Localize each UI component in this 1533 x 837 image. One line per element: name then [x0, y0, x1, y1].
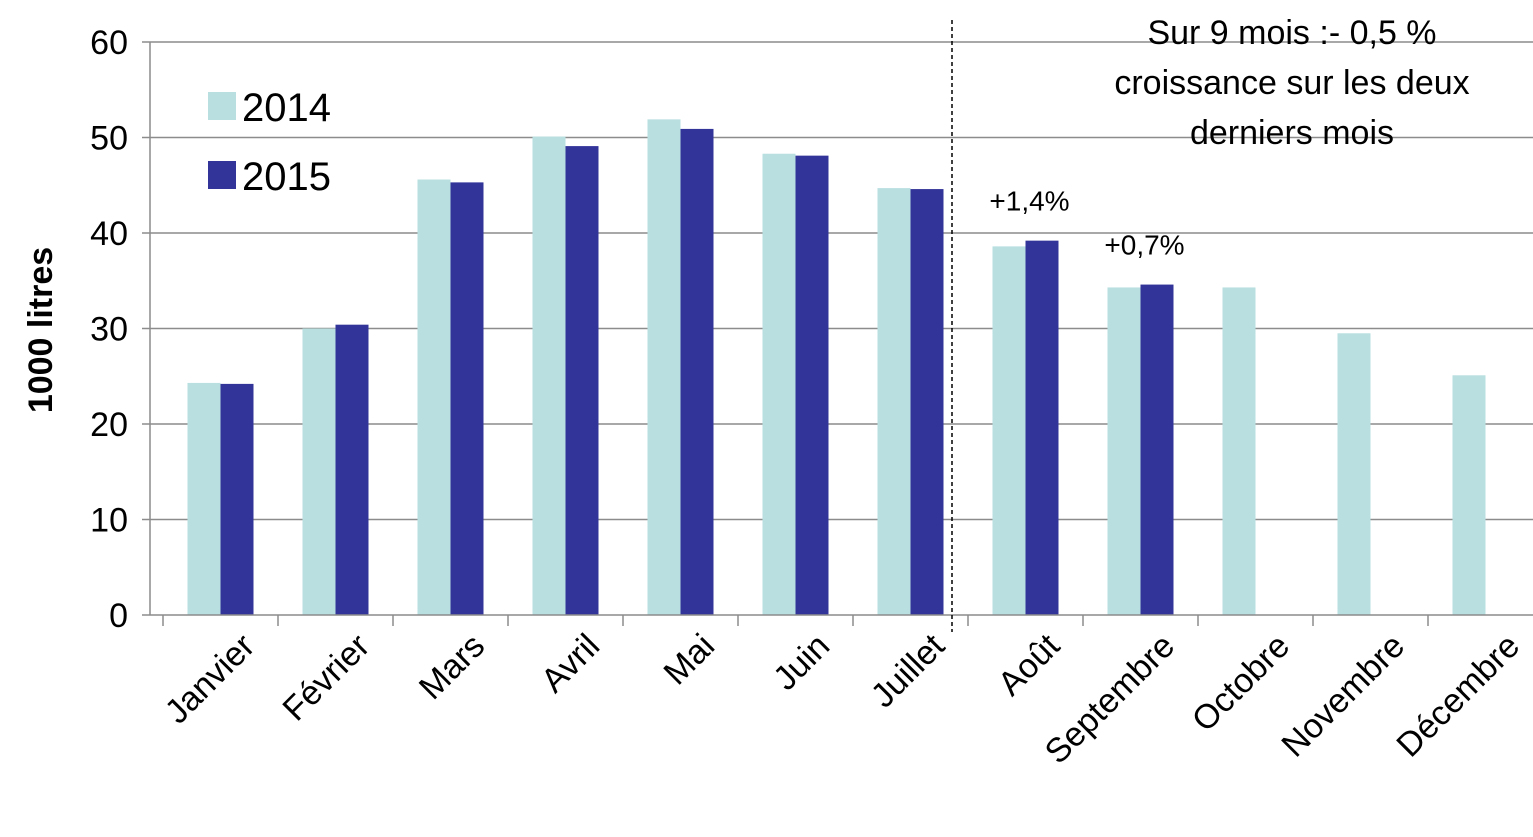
category-label: Mai	[657, 627, 723, 693]
category-label: Février	[275, 627, 377, 729]
category-label: Mars	[412, 627, 492, 707]
bar-2015	[450, 182, 484, 615]
legend-swatch-2014	[208, 92, 236, 120]
note-line-2: croissance sur les deux	[1114, 64, 1469, 102]
legend-swatch-2015	[208, 161, 236, 189]
bar-2015	[335, 324, 369, 615]
bar-2014	[532, 136, 566, 616]
category-label: Décembre	[1389, 627, 1527, 765]
bar-2015	[220, 383, 254, 615]
bar-2014	[1222, 287, 1256, 615]
bar-2015	[910, 189, 944, 615]
y-axis-label: 1000 litres	[22, 247, 60, 413]
bar-2014	[1452, 375, 1486, 615]
y-tick-label: 10	[90, 502, 128, 540]
bar-2015	[565, 146, 599, 615]
bar-layer	[187, 119, 1486, 616]
y-tick-label: 0	[109, 597, 128, 635]
bar-2014	[877, 188, 911, 616]
note-line-1: Sur 9 mois :- 0,5 %	[1147, 14, 1436, 52]
bar-2014	[187, 382, 221, 615]
bar-2014	[762, 153, 796, 616]
category-label: Janvier	[158, 627, 262, 731]
y-tick-label: 30	[90, 311, 128, 349]
category-label: Juin	[766, 627, 837, 698]
annotation-label: +0,7%	[1104, 230, 1184, 261]
category-label: Novembre	[1274, 627, 1412, 765]
category-label: Août	[991, 626, 1068, 703]
y-tick-label: 40	[90, 215, 128, 253]
note-line-3: derniers mois	[1190, 114, 1394, 152]
bar-2014	[1107, 287, 1141, 615]
category-label: Avril	[534, 627, 607, 700]
bar-2014	[417, 179, 451, 615]
bar-2015	[1140, 284, 1174, 615]
grid-layer	[150, 41, 1533, 521]
bar-2014	[302, 328, 336, 615]
bar-2015	[1025, 240, 1059, 615]
annotation-label: +1,4%	[989, 186, 1069, 217]
legend-label-2015: 2015	[242, 155, 331, 199]
note: Sur 9 mois :- 0,5 % croissance sur les d…	[1114, 14, 1469, 152]
bar-2014	[992, 246, 1026, 615]
axis-layer	[142, 20, 1533, 632]
bar-2014	[647, 119, 681, 615]
legend-label-2014: 2014	[242, 86, 331, 130]
bar-2014	[1337, 333, 1371, 615]
category-label: Juillet	[864, 626, 953, 715]
legend: 2014 2015	[208, 86, 331, 199]
bar-2015	[680, 128, 714, 615]
y-tick-label: 50	[90, 120, 128, 158]
bar-2015	[795, 155, 829, 615]
category-label: Octobre	[1185, 627, 1297, 739]
y-tick-label: 60	[90, 24, 128, 62]
y-tick-label: 20	[90, 406, 128, 444]
